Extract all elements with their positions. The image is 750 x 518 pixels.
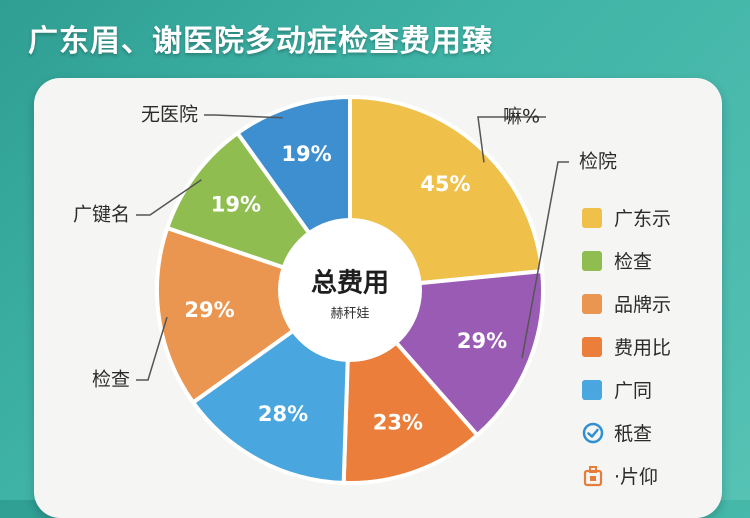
legend-label: 检查 — [614, 251, 653, 273]
callout-label: 无医院 — [141, 104, 198, 126]
legend-swatch — [582, 250, 602, 271]
legend-swatch — [582, 379, 602, 400]
page-title: 广东眉、谢医院多动症检查费用臻 — [28, 24, 493, 59]
legend-swatch — [582, 293, 602, 314]
slice-value-label: 19% — [281, 142, 331, 166]
slice-value-label: 19% — [211, 192, 261, 216]
callout-label: 广键名 — [73, 204, 130, 226]
slice-value-label: 23% — [373, 411, 423, 435]
legend-item: 广东示 — [582, 196, 742, 239]
callout-label: 检查 — [92, 369, 130, 391]
slice-value-label: 29% — [457, 329, 507, 353]
callout-line — [477, 116, 546, 163]
center-title: 总费用 — [311, 269, 389, 299]
legend-item: 费用比 — [582, 325, 742, 368]
legend-label: 广东示 — [614, 208, 672, 230]
donut-hole — [278, 218, 422, 362]
slice-value-label: 29% — [184, 298, 234, 322]
legend-label: 费用比 — [614, 337, 672, 359]
legend-item: 秖查 — [582, 411, 742, 454]
callout-line — [136, 316, 168, 381]
legend-swatch — [582, 207, 602, 228]
legend-item: 广同 — [582, 368, 742, 411]
legend-item: ·片仰 — [582, 454, 742, 497]
legend-label: ·片仰 — [614, 466, 659, 488]
legend-item: 品牌示 — [582, 282, 742, 325]
center-subtitle: 赫秆娃 — [330, 307, 369, 322]
callout-line — [204, 114, 283, 119]
slice-value-label: 28% — [258, 402, 308, 426]
legend-label: 广同 — [614, 380, 653, 402]
callout-label: 检院 — [579, 151, 617, 173]
legend-label: 品牌示 — [614, 294, 672, 316]
legend-label: 秖查 — [614, 423, 653, 445]
legend-swatch — [582, 336, 602, 357]
clinic-icon — [582, 465, 604, 487]
callout-line — [521, 161, 569, 359]
callout-label: 嘛% — [503, 106, 540, 128]
legend-item: 检查 — [582, 239, 742, 282]
legend: 广东示 检查 品牌示 费用比 广同 秖查 ·片仰 — [582, 196, 742, 497]
slice-value-label: 45% — [420, 172, 470, 196]
pie-slice — [155, 225, 355, 406]
callout-line — [136, 179, 202, 216]
check-circle-icon — [582, 422, 604, 444]
